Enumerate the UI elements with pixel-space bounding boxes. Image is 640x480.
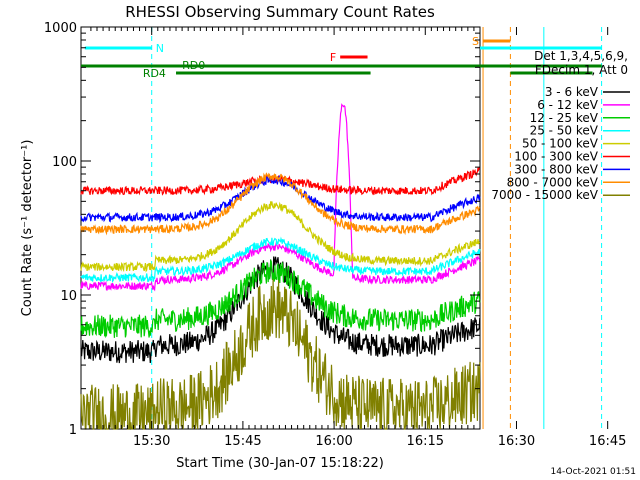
x-tick-label: 16:00 [315, 434, 352, 449]
series-line-50-100-kev [80, 201, 481, 273]
rd4-label: RD4 [143, 67, 166, 80]
series-line-12-25-kev [80, 258, 481, 339]
series-line-800-7000-kev [80, 172, 481, 236]
series-line-300-800-kev [80, 174, 481, 224]
legend-entry-label: 7000 - 15000 keV [491, 188, 598, 202]
legend-header: Det 1,3,4,5,6,9, [534, 49, 628, 63]
legend: Det 1,3,4,5,6,9,FDecim 1, Att 0 3 - 6 keV… [491, 49, 630, 202]
y-axis: 1 10 100 1000 [44, 21, 480, 438]
y-axis-label: Count Rate (s⁻¹ detector⁻¹) [20, 140, 35, 317]
x-tick-label: 16:30 [498, 434, 535, 449]
x-axis: 15:30 15:45 16:00 16:15 16:30 16:45 [90, 27, 626, 449]
footer-timestamp: 14-Oct-2021 01:51 [551, 467, 636, 477]
legend-entry-label: 12 - 25 keV [530, 111, 599, 125]
plot-area: N S F RD0 RD4 [80, 26, 603, 430]
saa-label: S [472, 35, 479, 48]
y-tick-label: 100 [52, 155, 77, 170]
legend-entry-label: 50 - 100 keV [522, 137, 599, 151]
legend-entry-label: 300 - 800 keV [514, 162, 598, 176]
x-tick-label: 15:45 [224, 434, 261, 449]
y-tick-label: 1000 [44, 21, 77, 36]
legend-entry-label: 25 - 50 keV [530, 124, 599, 138]
series-line-100-300-kev [80, 167, 481, 196]
rd0-label: RD0 [182, 59, 205, 72]
series-line-7000-15000-kev [80, 279, 481, 430]
y-tick-label: 10 [60, 289, 77, 304]
x-tick-label: 16:15 [407, 434, 444, 449]
legend-entry-label: 100 - 300 keV [514, 150, 598, 164]
chart-title: RHESSI Observing Summary Count Rates [125, 3, 435, 21]
legend-header: FDecim 1, Att 0 [535, 63, 628, 77]
x-tick-label: 15:30 [133, 434, 170, 449]
night-label: N [156, 42, 164, 55]
series-line-25-50-kev [80, 236, 481, 284]
legend-entry-label: 6 - 12 keV [537, 98, 599, 112]
x-tick-label: 16:45 [589, 434, 626, 449]
flare-label: F [330, 51, 336, 64]
series-line-6-12-kev [80, 103, 481, 292]
legend-entry-label: 3 - 6 keV [545, 85, 599, 99]
y-tick-label: 1 [69, 423, 77, 438]
series-line-3-6-kev [80, 256, 481, 364]
x-axis-label: Start Time (30-Jan-07 15:18:22) [176, 456, 384, 471]
legend-entry-label: 800 - 7000 keV [507, 175, 599, 189]
